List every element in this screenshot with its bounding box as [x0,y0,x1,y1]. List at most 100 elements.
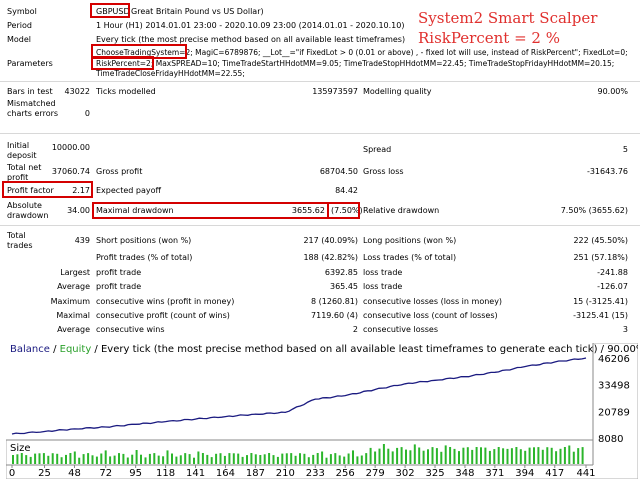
volume-bar [241,456,244,464]
x-tick-label: 95 [129,468,142,479]
profit-factor-value: 2.17 [72,186,90,195]
volume-bar [435,448,438,464]
chart-title-balance: Balance [10,344,50,355]
x-tick-label: 441 [576,468,595,479]
volume-bar [356,456,359,464]
volume-bar [78,457,81,464]
avg-consecutive-losses-label: consecutive losses [363,325,439,334]
model-value: Every tick (the most precise method base… [96,35,406,44]
volume-bar [73,451,76,464]
gross-profit-value: 68704.50 [319,167,358,176]
profit-factor-highlight-box [2,181,93,198]
volume-bar [387,448,390,464]
x-tick-labels: 0 25 48 72 95 118 141 164 187 210 233 256 279 302 325 3… [9,465,596,479]
volume-bar [16,454,19,464]
x-tick-label: 348 [455,468,474,479]
volume-bar [254,454,257,464]
volume-bars [12,444,584,464]
gross-loss-value: -31643.76 [586,167,628,176]
volume-bar [510,448,513,464]
volume-bar [29,456,32,464]
volume-bar [480,447,482,464]
volume-bar [210,457,213,464]
volume-bar [250,453,253,464]
volume-bar [100,453,103,464]
max-drawdown-percent-highlight-box [327,202,360,219]
volume-bar [91,455,94,464]
volume-bar [197,451,200,464]
bars-value: 43022 [64,87,90,96]
maximal-consecutive-loss-value: -3125.41 (15) [573,311,628,320]
volume-bar [122,453,125,464]
volume-bar [135,450,138,464]
volume-bar [378,448,381,464]
volume-bar [316,453,319,464]
total-trades-label: Total trades [7,231,33,250]
x-tick-label: 25 [38,468,51,479]
maximal-consecutive-profit-value: 7119.60 (4) [311,311,358,320]
volume-bar [568,445,571,464]
average-profit-label: profit trade [96,282,142,291]
volume-bar [20,453,23,464]
profit-trades-value: 188 (42.82%) [303,253,358,262]
loss-trades-value: 251 (57.18%) [573,253,628,262]
chart-title-equity: Equity [60,344,92,355]
volume-bar [466,447,469,464]
volume-bar [294,455,297,464]
volume-bar [263,454,266,464]
chart-title-sep: / [50,344,60,355]
volume-bar [303,453,306,464]
y-tick-label: 46206 [598,354,630,365]
volume-bar [206,454,209,464]
volume-bar [559,448,562,464]
quality-label: Modelling quality [363,87,432,96]
x-tick-label: 164 [216,468,235,479]
volume-bar [409,450,412,464]
volume-bar [144,457,147,464]
period-label: Period [7,21,32,30]
volume-bar [515,447,518,464]
volume-bar [34,453,37,464]
short-positions-value: 217 (40.09%) [303,236,358,245]
volume-bar [56,453,59,464]
volume-bar [502,448,505,464]
volume-bar [519,449,522,464]
avg-consecutive-losses-value: 3 [622,325,628,334]
max-consecutive-wins-label: consecutive wins (profit in money) [96,297,235,306]
y-tick-labels: 46206 33498 20789 8080 [598,354,630,445]
largest-loss-label: loss trade [363,268,403,277]
parameters-line-1: ChooseTradingSystem=2; MagiC=6789876; __… [96,48,628,58]
deposit-label: Initial deposit [7,141,37,160]
volume-bar [396,447,399,464]
symbol-description: Great Britain Pound vs US Dollar) [131,7,264,16]
volume-bar [47,455,50,464]
volume-bar [113,455,116,464]
volume-bar [541,449,544,464]
profit-trades-label: Profit trades (% of total) [96,253,193,262]
largest-label: Largest [60,268,90,277]
volume-bar [550,447,553,464]
x-tick-label: 233 [306,468,325,479]
gross-loss-label: Gross loss [363,167,404,176]
volume-bar [427,449,429,464]
ticks-label: Ticks modelled [96,87,156,96]
profit-factor-label: Profit factor [7,186,54,195]
maximal-consecutive-profit-label: consecutive profit (count of wins) [96,311,230,320]
volume-bar [418,447,421,464]
divider [0,81,640,82]
maximal-label: Maximal [56,311,90,320]
average-consecutive-label: Average [57,325,90,334]
volume-bar [462,447,465,464]
volume-bar [42,453,45,464]
volume-bar [259,455,262,464]
volume-bar [321,451,324,464]
parameters-line-2: RiskPercent=2; MaxSPREAD=10; TimeTradeSt… [96,59,614,69]
volume-bar [488,450,491,464]
x-tick-label: 371 [485,468,504,479]
volume-bar [60,457,63,464]
overlay-subtitle: RiskPercent = 2 % [418,29,560,47]
x-tick-label: 48 [68,468,81,479]
volume-bar [148,453,151,464]
max-drawdown-label: Maximal drawdown [96,206,174,215]
volume-bar [524,450,527,464]
